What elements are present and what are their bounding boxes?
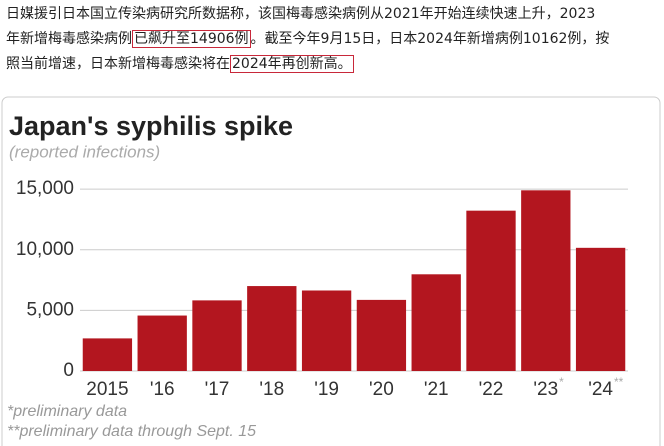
x-tick-label: 2015 — [86, 379, 128, 400]
x-tick-note: * — [559, 375, 564, 389]
text: 年新增梅毒感染病例 — [6, 31, 132, 47]
bar — [575, 247, 626, 371]
x-tick-label: '21 — [424, 379, 449, 400]
x-tick-label: '22 — [479, 379, 504, 400]
text: 日媒援引日本国立传染病研究所数据称，该国梅毒感染病例从2021年开始连续快速上升… — [6, 6, 596, 22]
bar — [137, 315, 187, 371]
bar — [247, 286, 297, 371]
x-tick-label: '18 — [259, 379, 284, 400]
article-line: 年新增梅毒感染病例 已飙升至14906例 。截至今年9月15日，日本2024年新增病… — [6, 27, 609, 52]
bar — [301, 290, 352, 371]
x-tick-label: '23 — [533, 379, 558, 400]
footnote: **preliminary data through Sept. 15 — [7, 423, 256, 440]
bar — [466, 210, 516, 371]
article-line: 照当前增速，日本新增梅毒感染将在 2024年再创新高。 — [6, 52, 609, 77]
y-tick-label: 0 — [63, 360, 74, 381]
bar — [411, 274, 461, 371]
footnote: *preliminary data — [7, 403, 127, 420]
highlighted-text: 2024年再创新高。 — [230, 55, 354, 73]
chart-subtitle: (reported infections) — [9, 142, 160, 161]
y-tick-label: 10,000 — [16, 239, 74, 260]
x-tick-note: ** — [614, 375, 624, 389]
text: 照当前增速，日本新增梅毒感染将在 — [6, 56, 230, 72]
article: 日媒援引日本国立传染病研究所数据称，该国梅毒感染病例从2021年开始连续快速上升… — [6, 2, 609, 77]
bar — [356, 299, 407, 371]
bar — [521, 190, 571, 371]
x-tick-label: '24 — [588, 379, 613, 400]
bar — [192, 300, 242, 371]
x-tick-label: '16 — [150, 379, 175, 400]
x-tick-label: '17 — [205, 379, 230, 400]
x-tick-label: '20 — [369, 379, 394, 400]
bar — [82, 338, 133, 371]
text: 。截至今年9月15日，日本2024年新增病例10162例，按 — [250, 31, 610, 47]
highlighted-text: 已飙升至14906例 — [132, 30, 251, 48]
chart-title: Japan's syphilis spike — [9, 111, 293, 141]
y-tick-label: 5,000 — [26, 299, 74, 320]
y-tick-label: 15,000 — [16, 178, 74, 199]
article-line: 日媒援引日本国立传染病研究所数据称，该国梅毒感染病例从2021年开始连续快速上升… — [6, 2, 609, 27]
x-tick-label: '19 — [314, 379, 339, 400]
